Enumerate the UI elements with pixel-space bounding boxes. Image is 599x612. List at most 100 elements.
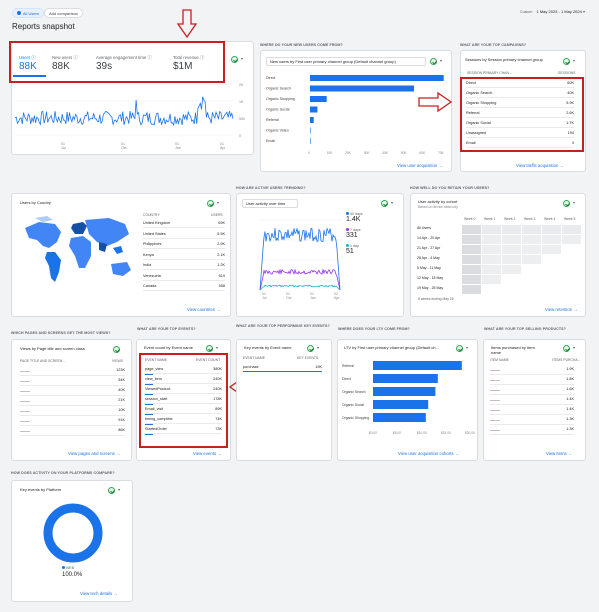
page-title-placeholder [20,411,30,412]
events-check-icon[interactable] [206,345,213,352]
all-users-chip[interactable]: All Users [12,8,44,18]
arrow-right-icon: → [454,451,460,456]
campaigns-caret-icon[interactable]: ▾ [573,58,576,63]
view-traffic-acquisition-link[interactable]: View traffic acquisition → [516,163,564,168]
key-events-dropdown[interactable]: Key events by Event name [241,344,301,351]
event-row-bar [145,424,153,425]
insights-check-icon[interactable] [231,56,238,63]
campaigns-dropdown[interactable]: Sessions by Session primary channel grou… [464,57,558,69]
activity-check-icon[interactable] [381,200,388,207]
activity-card [236,193,404,317]
retention-cell [502,235,521,244]
row-divider [143,290,225,291]
retention-cell [482,265,501,274]
country-dropdown[interactable]: Users by Country [17,199,77,206]
retention-check-icon[interactable] [563,200,570,207]
acquisition-check-icon[interactable] [430,58,437,65]
key-events-col-count: Key events [297,356,319,360]
key-event-row-value: 19K [315,365,322,369]
key-events-caret-icon[interactable]: ▾ [317,345,320,350]
channel-bar [310,106,318,113]
retention-cell [502,265,521,274]
x-tick-month: Apr [220,146,226,150]
ltv-section-title: Where does your LTV come from? [338,327,410,331]
platform-check-icon[interactable] [108,487,115,494]
x-tick: $20.00 [465,431,475,435]
view-pages-link[interactable]: View pages and screens → [68,451,120,456]
products-check-icon[interactable] [563,345,570,352]
user-filter-icon [17,11,21,16]
view-items-link[interactable]: View items → [546,451,572,456]
kpi-value-2: 39s [96,61,113,72]
retention-cell [462,245,481,254]
y-tick: 2K [239,83,244,87]
x-tick: 20K [345,151,352,155]
ltv-channel-label: Organic Search [342,390,366,394]
activity-dropdown[interactable]: User activity over time [242,199,298,208]
row-divider [145,423,222,424]
arrow-right-icon: → [216,307,221,312]
event-row-value: 73K [215,427,222,431]
campaigns-check-icon[interactable] [563,58,570,65]
ltv-caret-icon[interactable]: ▾ [466,345,469,350]
country-check-icon[interactable] [207,200,214,207]
channel-bar [310,138,311,144]
acquisition-card [260,50,452,172]
products-dropdown[interactable]: Items purchased by Item name [488,344,548,356]
add-comparison-button[interactable]: Add comparison [44,8,83,18]
world-map [17,212,137,292]
products-section-title: What are your top selling products? [484,327,566,331]
ltv-bar [373,361,462,370]
view-events-label: View events [193,451,217,456]
x-tick-month: Jul [61,146,66,150]
retention-cell [462,255,481,264]
view-retention-link[interactable]: View retention → [545,307,578,312]
country-row-value: 2.1K [217,252,225,257]
x-tick-month: Jan [310,296,316,300]
view-tech-details-link[interactable]: View tech details → [80,591,118,596]
platform-dropdown[interactable]: Key events by Platform [17,486,77,493]
x-tick: 0 [308,151,310,155]
event-row-value: 178K [213,397,222,401]
date-range-picker[interactable]: Custom 1 May 2023 - 1 May 2024 ▾ [520,9,585,14]
item-name-placeholder [490,380,500,381]
platform-caret-icon[interactable]: ▾ [118,487,121,492]
kpi-menu-caret-icon[interactable]: ▾ [241,56,244,61]
kpi-label-2: Average engagement time ⓘ [96,55,152,60]
acquisition-caret-icon[interactable]: ▾ [440,58,443,63]
page-title-placeholder [20,421,30,422]
activity-caret-icon[interactable]: ▾ [391,200,394,205]
country-row-value: 1.2K [217,263,225,267]
legend-dot-icon [346,212,349,215]
products-col-name: Item name [490,358,509,362]
retention-caret-icon[interactable]: ▾ [573,200,576,205]
view-tech-details-label: View tech details [80,591,113,596]
key-events-check-icon[interactable] [307,345,314,352]
ltv-check-icon[interactable] [456,345,463,352]
ltv-dropdown[interactable]: LTV by First user primary channel group … [341,344,451,356]
page-title-placeholder [20,391,30,392]
x-tick: $15.00 [441,431,451,435]
view-user-acquisition-link[interactable]: View user acquisition → [397,163,443,168]
pages-dropdown[interactable]: Views by Page title and screen class [17,345,109,352]
row-divider [145,403,222,404]
x-tick-day: 01 [61,142,65,146]
event-row-bar [145,394,153,395]
view-cohorts-link[interactable]: View user acquisition cohorts → [398,451,459,456]
country-caret-icon[interactable]: ▾ [217,200,220,205]
view-events-link[interactable]: View events → [193,451,222,456]
events-dropdown[interactable]: Event count by Event name [141,344,203,351]
ltv-bar-chart: Referral Direct Organic Search Organic Soci… [342,361,475,435]
view-countries-link[interactable]: View countries → [187,307,220,312]
acquisition-dropdown[interactable]: New users by First user primary channel … [266,57,426,66]
events-caret-icon[interactable]: ▾ [216,345,219,350]
products-caret-icon[interactable]: ▾ [573,345,576,350]
pages-check-icon[interactable] [113,346,120,353]
row-divider [466,127,574,128]
event-row-value: 380K [213,367,222,371]
key-events-card [236,339,332,461]
row-divider [490,414,574,415]
events-col-name: Event name [145,358,167,362]
retention-dropdown[interactable]: User activity by cohort [415,198,485,205]
